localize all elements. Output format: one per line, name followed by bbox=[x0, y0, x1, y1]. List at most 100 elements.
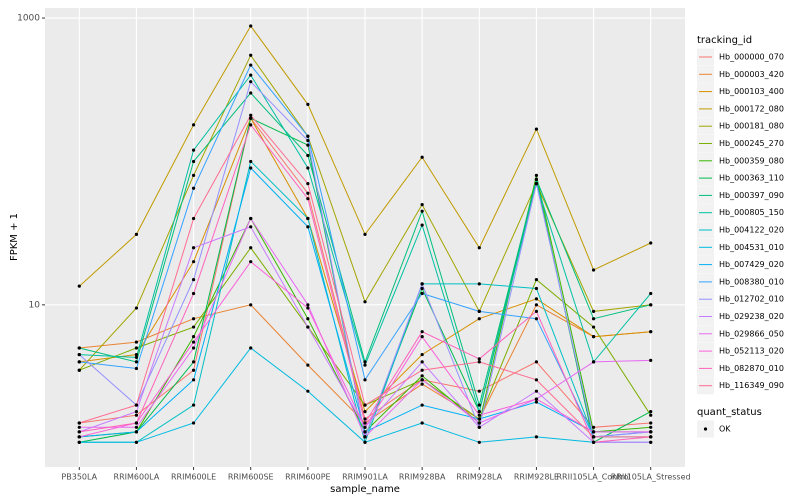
point bbox=[649, 241, 653, 245]
point bbox=[477, 357, 481, 361]
point bbox=[306, 153, 310, 158]
point bbox=[249, 63, 253, 67]
point bbox=[534, 378, 539, 382]
point bbox=[534, 277, 539, 282]
point bbox=[363, 425, 367, 429]
x-tick-label: RRIM928BA bbox=[399, 473, 446, 482]
legend-label: Hb_000397_090 bbox=[719, 191, 784, 200]
point bbox=[534, 127, 539, 131]
point bbox=[249, 166, 253, 170]
point bbox=[477, 410, 481, 414]
point bbox=[420, 291, 424, 296]
x-tick-label: RRIM600SE bbox=[228, 473, 274, 482]
point bbox=[649, 440, 653, 444]
point bbox=[363, 435, 367, 439]
point bbox=[420, 286, 424, 291]
point bbox=[134, 430, 139, 434]
legend-label: Hb_029866_050 bbox=[719, 329, 784, 338]
point bbox=[249, 346, 253, 350]
point bbox=[649, 303, 653, 307]
point bbox=[191, 368, 196, 372]
point bbox=[134, 355, 139, 360]
point bbox=[534, 182, 539, 186]
point bbox=[420, 203, 424, 207]
point bbox=[363, 421, 367, 425]
point bbox=[134, 440, 139, 444]
point bbox=[363, 232, 367, 236]
point bbox=[306, 363, 310, 367]
point bbox=[477, 440, 481, 444]
point bbox=[420, 352, 424, 357]
point bbox=[191, 346, 196, 350]
point bbox=[249, 260, 253, 264]
point bbox=[477, 309, 481, 314]
point bbox=[306, 143, 310, 147]
point bbox=[306, 303, 310, 307]
point bbox=[77, 360, 81, 364]
point bbox=[363, 378, 367, 382]
point bbox=[591, 440, 596, 444]
legend-label: Hb_000245_270 bbox=[719, 139, 784, 148]
point bbox=[420, 209, 424, 213]
point bbox=[77, 284, 81, 288]
point bbox=[191, 340, 196, 344]
point bbox=[534, 309, 539, 314]
point bbox=[306, 182, 310, 186]
point bbox=[420, 282, 424, 286]
point bbox=[306, 317, 310, 321]
point bbox=[249, 80, 253, 84]
point bbox=[649, 430, 653, 434]
point bbox=[191, 291, 196, 296]
point bbox=[649, 358, 653, 362]
point bbox=[649, 413, 653, 417]
point bbox=[249, 159, 253, 164]
point bbox=[477, 417, 481, 421]
point bbox=[534, 400, 539, 404]
y-axis-label: FPKM + 1 bbox=[9, 213, 20, 261]
legend-label: Hb_000363_110 bbox=[719, 174, 784, 183]
point bbox=[591, 425, 596, 429]
point bbox=[77, 435, 81, 439]
point bbox=[591, 435, 596, 439]
x-tick-label: RRIM600LA bbox=[114, 473, 160, 482]
point bbox=[306, 225, 310, 229]
x-tick-label: RRIM928LA bbox=[456, 473, 502, 482]
legend-label: OK bbox=[719, 425, 731, 434]
legend-label: Hb_007429_020 bbox=[719, 260, 784, 269]
point bbox=[249, 53, 253, 57]
point bbox=[420, 378, 424, 382]
point bbox=[534, 173, 539, 177]
point bbox=[534, 177, 539, 181]
point bbox=[649, 421, 653, 425]
point bbox=[477, 421, 481, 425]
point bbox=[134, 340, 139, 344]
point bbox=[477, 389, 481, 393]
point bbox=[77, 430, 81, 434]
point bbox=[591, 360, 596, 364]
point bbox=[134, 410, 139, 414]
point bbox=[420, 360, 424, 364]
point bbox=[134, 346, 139, 350]
point bbox=[591, 430, 596, 434]
legend-label: Hb_082870_010 bbox=[719, 364, 784, 373]
point bbox=[649, 425, 653, 429]
point bbox=[363, 363, 367, 367]
legend-label: Hb_000103_400 bbox=[719, 87, 784, 96]
legend-label: Hb_116349_090 bbox=[719, 381, 784, 390]
point bbox=[249, 225, 253, 229]
legend-label: Hb_000181_080 bbox=[719, 122, 784, 131]
point bbox=[191, 317, 196, 321]
legend-label: Hb_000000_070 bbox=[719, 53, 784, 62]
legend-label: Hb_012702_010 bbox=[719, 295, 784, 304]
point bbox=[420, 155, 424, 159]
point bbox=[249, 303, 253, 307]
point bbox=[191, 186, 196, 190]
y-tick-label: 10 bbox=[29, 300, 41, 310]
point bbox=[649, 330, 653, 334]
point bbox=[363, 430, 367, 434]
point bbox=[134, 421, 139, 425]
point bbox=[306, 191, 310, 195]
point bbox=[477, 360, 481, 364]
point bbox=[77, 440, 81, 444]
point bbox=[534, 435, 539, 439]
